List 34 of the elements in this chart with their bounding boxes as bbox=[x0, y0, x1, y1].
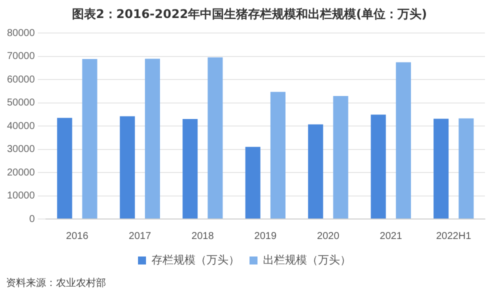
y-tick-label: 10000 bbox=[6, 190, 36, 202]
x-tick-label: 2022H1 bbox=[436, 230, 472, 242]
y-tick-label: 70000 bbox=[6, 51, 36, 62]
bar bbox=[434, 118, 449, 218]
bar bbox=[396, 62, 411, 218]
bar bbox=[144, 58, 160, 218]
x-tick-label: 2020 bbox=[317, 230, 340, 242]
legend-label: 出栏规模（万头） bbox=[263, 254, 351, 267]
bar bbox=[57, 118, 72, 218]
y-tick-label: 40000 bbox=[6, 120, 36, 132]
y-tick-label: 20000 bbox=[6, 167, 36, 178]
x-tick-label: 2019 bbox=[254, 230, 277, 242]
bar bbox=[245, 146, 260, 218]
y-tick-label: 0 bbox=[29, 214, 36, 225]
x-tick-label: 2018 bbox=[192, 230, 214, 242]
x-tick-label: 2017 bbox=[128, 230, 152, 242]
bar bbox=[182, 119, 198, 218]
bar bbox=[120, 116, 135, 218]
chart-title: 图表2：2016-2022年中国生猪存栏规模和出栏规模(单位：万头) bbox=[70, 6, 428, 23]
bar bbox=[333, 96, 348, 218]
y-tick-label: 80000 bbox=[6, 28, 36, 39]
y-tick-label: 50000 bbox=[6, 98, 36, 108]
legend-label: 存栏规模（万头） bbox=[152, 254, 240, 267]
x-tick-label: 2016 bbox=[66, 230, 89, 242]
bar bbox=[308, 124, 324, 218]
x-tick-label: 2021 bbox=[380, 230, 402, 242]
bar bbox=[270, 92, 286, 218]
y-tick-label: 30000 bbox=[6, 144, 36, 155]
bar bbox=[82, 59, 98, 218]
bar bbox=[458, 118, 474, 218]
bar bbox=[370, 114, 386, 218]
y-tick-label: 60000 bbox=[6, 74, 36, 86]
bar bbox=[208, 57, 223, 218]
text: 资料来源：农业农村部 bbox=[5, 276, 107, 290]
